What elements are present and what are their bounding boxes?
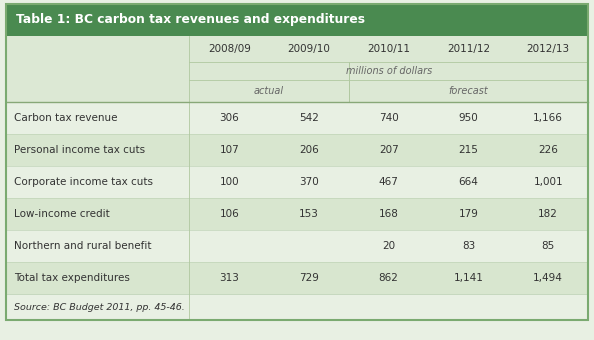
Text: 542: 542	[299, 113, 319, 123]
Text: 729: 729	[299, 273, 319, 283]
Bar	[6, 198, 588, 230]
Text: 215: 215	[459, 145, 478, 155]
Text: 153: 153	[299, 209, 319, 219]
Text: Low-income credit: Low-income credit	[14, 209, 110, 219]
Text: Carbon tax revenue: Carbon tax revenue	[14, 113, 118, 123]
Text: 950: 950	[459, 113, 478, 123]
Text: 1,494: 1,494	[533, 273, 563, 283]
Text: 1,166: 1,166	[533, 113, 563, 123]
Text: 100: 100	[219, 177, 239, 187]
Text: Corporate income tax cuts: Corporate income tax cuts	[14, 177, 153, 187]
Text: 2008/09: 2008/09	[208, 44, 251, 54]
Text: 1,001: 1,001	[533, 177, 563, 187]
Bar	[6, 294, 588, 320]
Text: 83: 83	[462, 241, 475, 251]
Bar	[6, 134, 588, 166]
Text: 306: 306	[219, 113, 239, 123]
Text: 2012/13: 2012/13	[526, 44, 570, 54]
Text: forecast: forecast	[448, 86, 488, 96]
Text: 182: 182	[538, 209, 558, 219]
Text: 740: 740	[379, 113, 399, 123]
Text: 106: 106	[219, 209, 239, 219]
Bar	[6, 36, 588, 102]
Text: 226: 226	[538, 145, 558, 155]
Text: 179: 179	[459, 209, 478, 219]
Text: Northern and rural benefit: Northern and rural benefit	[14, 241, 151, 251]
Text: 467: 467	[379, 177, 399, 187]
Text: Total tax expenditures: Total tax expenditures	[14, 273, 130, 283]
Text: Table 1: BC carbon tax revenues and expenditures: Table 1: BC carbon tax revenues and expe…	[16, 14, 365, 27]
Text: 664: 664	[459, 177, 478, 187]
Text: Source: BC Budget 2011, pp. 45-46.: Source: BC Budget 2011, pp. 45-46.	[14, 303, 185, 311]
Text: 107: 107	[219, 145, 239, 155]
Text: 85: 85	[542, 241, 555, 251]
Text: millions of dollars: millions of dollars	[346, 66, 432, 76]
Text: 207: 207	[379, 145, 399, 155]
Text: Personal income tax cuts: Personal income tax cuts	[14, 145, 145, 155]
Bar	[6, 230, 588, 262]
Text: 370: 370	[299, 177, 319, 187]
Text: 2010/11: 2010/11	[367, 44, 410, 54]
Text: 313: 313	[219, 273, 239, 283]
Text: 168: 168	[379, 209, 399, 219]
Bar	[6, 102, 588, 134]
Text: 1,141: 1,141	[453, 273, 484, 283]
Text: 20: 20	[382, 241, 395, 251]
Bar	[6, 4, 588, 36]
Text: 2009/10: 2009/10	[287, 44, 330, 54]
Bar	[6, 262, 588, 294]
Text: 2011/12: 2011/12	[447, 44, 490, 54]
Text: 862: 862	[379, 273, 399, 283]
Text: 206: 206	[299, 145, 319, 155]
Bar	[6, 166, 588, 198]
Text: actual: actual	[254, 86, 284, 96]
